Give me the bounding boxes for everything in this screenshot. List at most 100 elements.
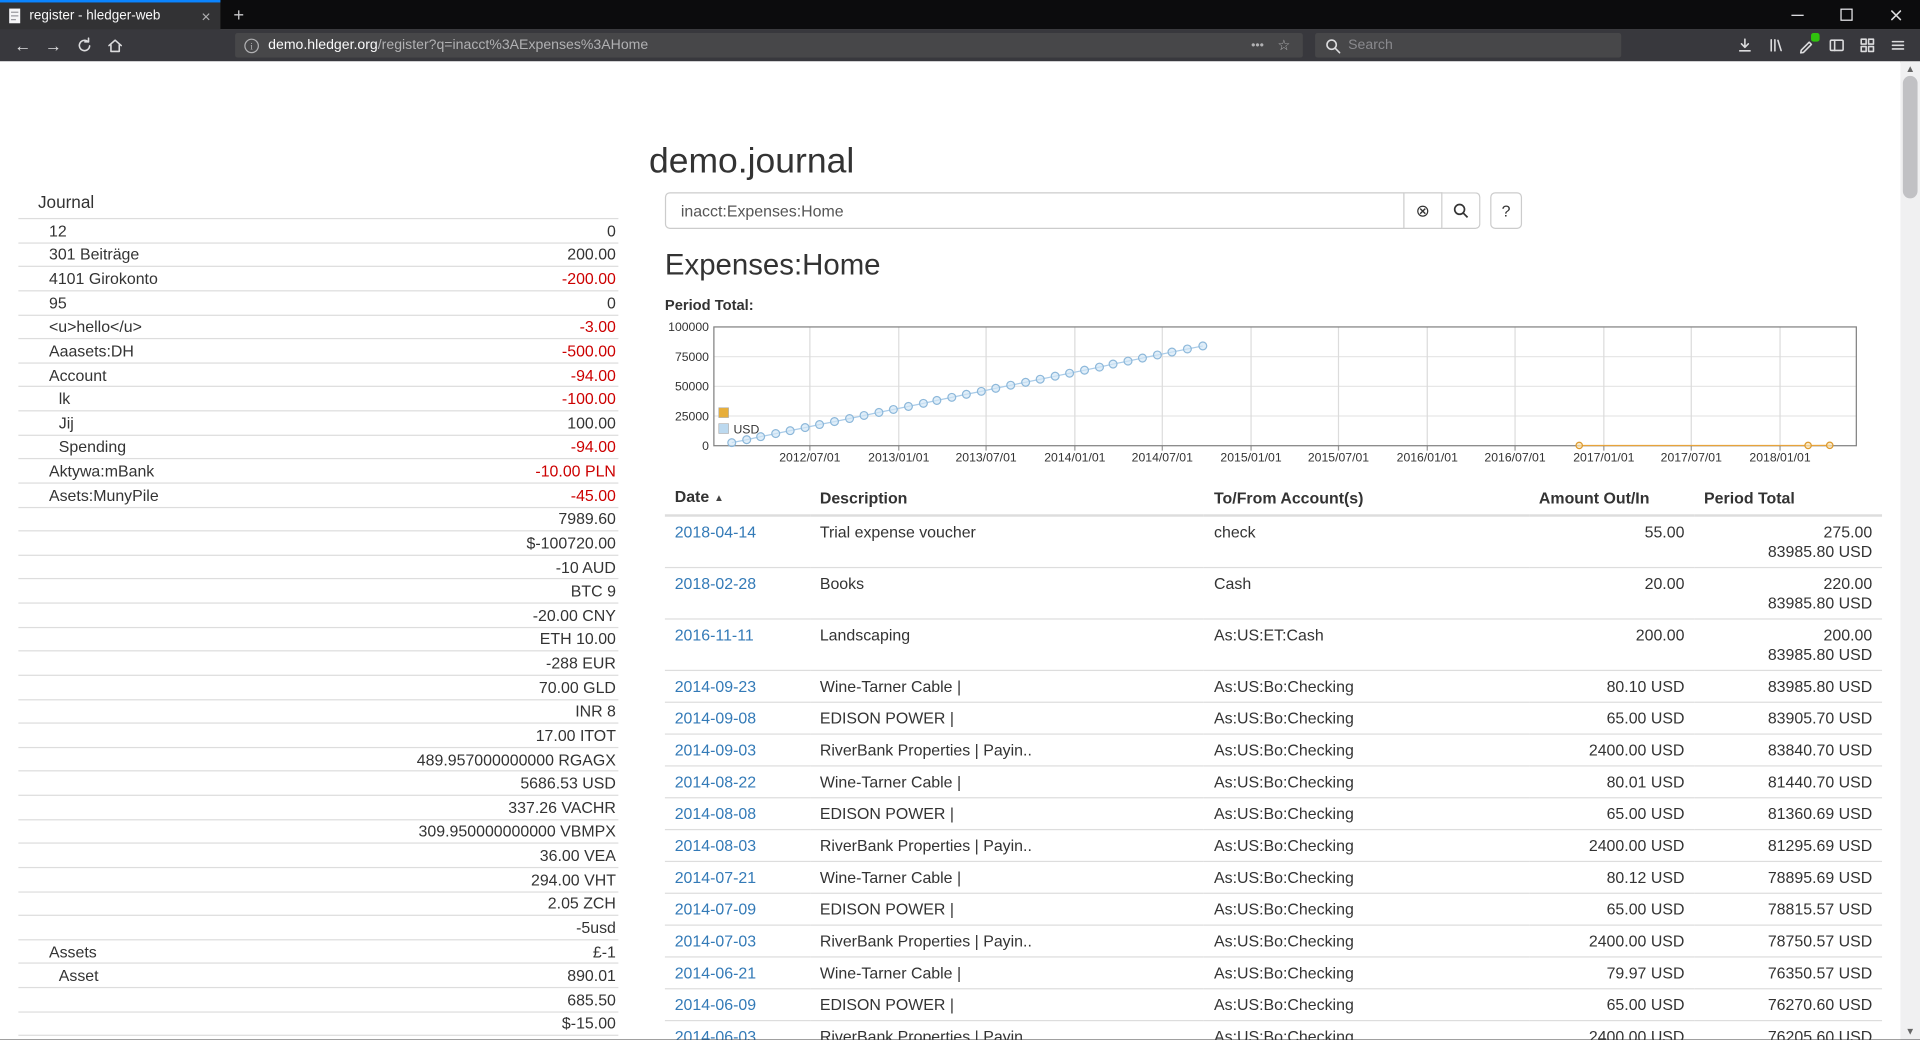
extension-button[interactable] <box>1790 32 1821 59</box>
scrollbar-down-icon[interactable]: ▼ <box>1905 1026 1916 1038</box>
sidebar-account-row: 309.950000000000 VBMPX <box>18 818 619 843</box>
browser-tab[interactable]: register - hledger-web × <box>0 0 221 30</box>
transaction-date-link[interactable]: 2014-07-21 <box>674 868 757 887</box>
sidebar-account-row: 70.00 GLD <box>18 674 619 699</box>
new-tab-button[interactable]: + <box>233 4 245 26</box>
column-header-date[interactable]: Date ▲ <box>664 481 811 517</box>
account-name[interactable]: Spending <box>58 437 127 457</box>
downloads-button[interactable] <box>1729 32 1760 59</box>
account-name[interactable]: 95 <box>48 293 67 312</box>
transaction-date-link[interactable]: 2014-08-08 <box>674 804 757 823</box>
period-total-cell: 78895.69 USD <box>1694 860 1883 894</box>
account-name[interactable]: Asset <box>58 966 99 985</box>
account-name[interactable]: Account <box>48 365 107 384</box>
scrollbar-thumb[interactable] <box>1902 75 1918 199</box>
transaction-description: EDISON POWER | <box>810 892 1205 926</box>
transaction-date-link[interactable]: 2014-06-21 <box>674 963 757 983</box>
scrollbar-up-icon[interactable]: ▲ <box>1905 63 1916 75</box>
account-name[interactable]: lk <box>58 389 71 408</box>
register-row: 2014-07-09 EDISON POWER | As:US:Bo:Checkin… <box>664 892 1883 926</box>
reload-button[interactable] <box>69 32 100 59</box>
browser-search-bar[interactable]: Search <box>1315 33 1622 58</box>
account-balance: -94.00 <box>570 365 616 384</box>
transaction-date-link[interactable]: 2014-09-08 <box>674 708 757 728</box>
tab-close-icon[interactable]: × <box>201 6 211 26</box>
url-text[interactable]: demo.hledger.org/register?q=inacct%3AExp… <box>268 38 1239 53</box>
account-name[interactable]: Asets:MunyPile <box>48 485 159 505</box>
url-bar[interactable]: i demo.hledger.org/register?q=inacct%3AE… <box>235 33 1303 58</box>
register-row: 2014-09-08 EDISON POWER | As:US:Bo:Checkin… <box>664 701 1883 735</box>
sidebar-account-row: 36.00 VEA <box>18 842 619 867</box>
transaction-date-link[interactable]: 2014-08-03 <box>674 836 757 855</box>
bookmark-star-icon[interactable]: ☆ <box>1277 36 1291 54</box>
transaction-amount: 2400.00 USD <box>1529 733 1695 766</box>
svg-text:2018/01/01: 2018/01/01 <box>1749 451 1810 465</box>
transaction-date-link[interactable]: 2014-08-22 <box>674 772 757 792</box>
register-row: 2014-06-21 Wine-Tarner Cable | As:US:Bo:Ch… <box>664 956 1883 989</box>
sidebar-account-row: Account -94.00 <box>18 362 619 386</box>
menu-button[interactable] <box>1882 32 1913 59</box>
site-info-icon[interactable]: i <box>235 37 268 53</box>
svg-text:50000: 50000 <box>675 380 709 394</box>
account-name[interactable]: <u>hello</u> <box>48 317 142 336</box>
sidebar-account-row: 294.00 VHT <box>18 866 619 891</box>
transaction-date-link[interactable]: 2016-11-11 <box>674 625 754 645</box>
transaction-description: RiverBank Properties | Payin.. <box>810 828 1205 862</box>
apps-grid-button[interactable] <box>1851 32 1882 59</box>
account-balance: -100.00 <box>561 389 616 408</box>
account-name[interactable]: 301 Beiträge <box>48 245 140 264</box>
account-name[interactable]: Assets <box>48 942 97 961</box>
account-name[interactable]: Aktywa:mBank <box>48 461 155 481</box>
period-total-cell: 220.00 83985.80 USD <box>1694 566 1883 619</box>
transaction-date-link[interactable]: 2018-04-14 <box>674 522 757 542</box>
register-row: 2014-08-22 Wine-Tarner Cable | As:US:Bo:Ch… <box>664 765 1883 798</box>
period-chart[interactable]: 2012/07/01 2013/01/01 2013/07/01 2014/01/01… <box>665 317 1865 470</box>
transaction-date-link[interactable]: 2014-07-03 <box>674 931 757 951</box>
period-total-cell: 83840.70 USD <box>1694 733 1883 766</box>
query-form: ⊗ ? <box>664 192 1882 229</box>
transaction-date-link[interactable]: 2014-09-23 <box>674 677 757 696</box>
query-input[interactable] <box>664 192 1405 229</box>
sidebar-account-row: 337.26 VACHR <box>18 794 619 819</box>
account-name[interactable]: 12 <box>48 221 67 240</box>
period-total-cell: 200.00 83985.80 USD <box>1694 618 1883 671</box>
window-close-button[interactable] <box>1871 0 1920 29</box>
transaction-date-link[interactable]: 2014-06-03 <box>674 1027 757 1040</box>
transaction-amount: 20.00 <box>1529 566 1695 619</box>
register-row: 2014-08-08 EDISON POWER | As:US:Bo:Checkin… <box>664 797 1883 830</box>
page-actions-icon[interactable]: ••• <box>1251 38 1264 53</box>
library-button[interactable] <box>1760 32 1791 59</box>
register-row: 2018-04-14 Trial expense voucher check 55.0… <box>664 514 1883 568</box>
transaction-amount: 200.00 <box>1529 618 1695 671</box>
sidebar-journal-link[interactable]: Journal <box>37 192 95 212</box>
account-balance: 685.50 <box>567 990 616 1009</box>
svg-text:2017/07/01: 2017/07/01 <box>1661 451 1722 465</box>
query-clear-button[interactable]: ⊗ <box>1404 192 1443 229</box>
account-balance: 100.00 <box>567 413 616 433</box>
back-button[interactable]: ← <box>14 35 32 56</box>
sidebar-account-row: -288 EUR <box>18 650 619 675</box>
transaction-amount: 65.00 USD <box>1529 701 1695 735</box>
sidebar-account-row: Jij 100.00 <box>18 410 619 434</box>
transaction-date-link[interactable]: 2014-09-03 <box>674 740 757 760</box>
browser-titlebar: register - hledger-web × + <box>0 0 1920 30</box>
sidebar-toggle-button[interactable] <box>1821 32 1852 59</box>
transaction-amount: 2400.00 USD <box>1529 924 1695 957</box>
window-maximize-button[interactable] <box>1822 0 1871 29</box>
forward-button[interactable]: → <box>44 35 62 56</box>
transaction-date-link[interactable]: 2014-06-09 <box>674 995 757 1014</box>
page-scrollbar[interactable]: ▲ ▼ <box>1900 61 1920 1040</box>
transaction-date-link[interactable]: 2018-02-28 <box>674 574 757 593</box>
account-name[interactable]: Aaasets:DH <box>48 341 134 360</box>
reload-icon <box>78 37 90 52</box>
window-minimize-button[interactable] <box>1773 0 1822 29</box>
account-name[interactable]: Jij <box>58 413 74 433</box>
sidebar-account-row: 7989.60 <box>18 506 619 530</box>
query-help-button[interactable]: ? <box>1490 192 1523 229</box>
transaction-amount: 55.00 <box>1529 514 1695 568</box>
home-button[interactable] <box>99 32 130 59</box>
transaction-date-link[interactable]: 2014-07-09 <box>674 900 757 919</box>
account-name[interactable]: 4101 Girokonto <box>48 269 158 288</box>
transaction-date-cell: 2014-06-03 <box>664 1019 811 1040</box>
query-search-button[interactable] <box>1442 192 1481 229</box>
